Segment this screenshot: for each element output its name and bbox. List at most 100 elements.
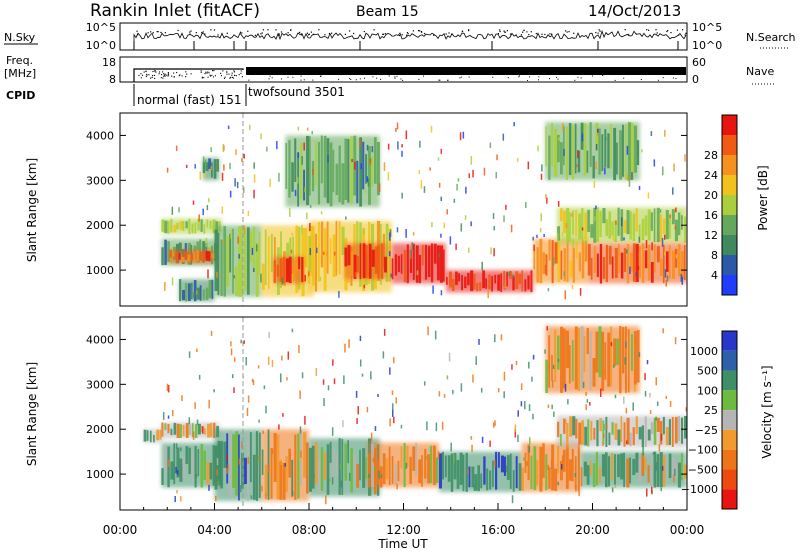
data-speckle [673,163,675,172]
data-stripe [611,422,614,435]
data-stripe [650,453,653,487]
data-speckle [455,243,457,250]
data-speckle [393,416,395,424]
data-speckle [368,473,370,478]
data-stripe [397,255,400,273]
nave-tick-low: 0 [692,73,699,86]
data-speckle [389,232,391,241]
data-stripe [194,222,197,234]
data-stripe [488,274,491,290]
data-speckle [389,367,391,375]
data-speckle [260,133,262,140]
data-stripe [568,459,572,481]
data-speckle [428,447,430,453]
nave-dot [229,77,231,79]
data-speckle [276,141,278,150]
data-speckle [532,236,534,241]
y-tick-label: 2000 [86,423,114,436]
data-stripe [568,345,571,384]
data-stripe [368,453,371,488]
data-stripe [365,244,368,279]
data-speckle [532,354,535,360]
data-stripe [595,122,599,151]
n-sky-dot [549,33,551,35]
data-speckle [316,247,318,254]
nave-dot [231,72,233,74]
data-speckle [552,364,555,370]
data-stripe [304,228,308,268]
data-stripe [623,248,627,273]
n-sky-dot [405,34,408,36]
data-stripe [497,274,500,291]
data-stripe [196,249,199,262]
data-stripe [291,262,295,277]
data-stripe [206,219,209,228]
data-stripe [620,252,624,279]
data-stripe [565,444,569,489]
data-speckle [635,213,638,217]
data-speckle [625,341,627,348]
nave-dot [138,74,140,77]
data-speckle [210,166,213,170]
data-stripe [581,420,585,445]
data-stripe [184,251,188,259]
data-stripe [164,446,168,473]
data-speckle [626,249,628,254]
n-sky-dot [287,32,289,34]
data-stripe [382,453,386,485]
freq-band-twofsound [246,67,686,75]
nave-dot [220,72,222,74]
nave-dot [140,73,142,75]
data-speckle [298,344,300,354]
n-sky-dot [157,31,159,33]
data-stripe [415,442,418,476]
data-speckle [520,383,523,391]
nave-dot [518,75,520,77]
data-stripe [626,417,630,445]
data-stripe [530,455,533,489]
data-speckle [625,407,628,414]
data-speckle [672,187,674,195]
data-stripe [223,441,227,468]
data-speckle [319,276,322,281]
data-stripe [527,444,530,481]
data-stripe [650,261,654,283]
data-speckle [528,404,531,411]
data-speckle [432,285,434,294]
n-sky-dot [156,31,158,33]
data-stripe [630,122,634,181]
data-speckle [389,229,392,237]
n-sky-dot [210,29,212,31]
data-speckle [167,384,170,393]
data-speckle [565,223,568,229]
data-speckle [646,360,649,365]
n-sky-dot [522,31,524,33]
data-stripe [200,219,203,232]
data-stripe [578,422,582,445]
data-speckle [487,289,489,299]
nave-dot [185,76,187,78]
data-speckle [666,275,669,282]
data-stripe [577,150,581,173]
data-stripe [608,432,611,446]
data-speckle [526,461,528,466]
data-stripe [176,222,179,230]
data-stripe [574,123,577,174]
data-speckle [393,357,395,364]
n-sky-dot [676,29,679,31]
data-speckle [198,374,201,380]
data-stripe [677,462,681,488]
data-speckle [642,446,644,456]
data-stripe [653,208,656,243]
data-speckle [366,176,368,183]
data-speckle [446,209,448,215]
n-sky-dot [646,29,648,31]
data-speckle [253,268,255,272]
data-stripe [226,236,230,287]
data-stripe [246,227,250,295]
data-speckle [517,410,519,417]
data-speckle [235,149,237,155]
data-stripe [539,238,543,284]
nave-dot [623,77,625,79]
data-stripe [569,211,571,242]
